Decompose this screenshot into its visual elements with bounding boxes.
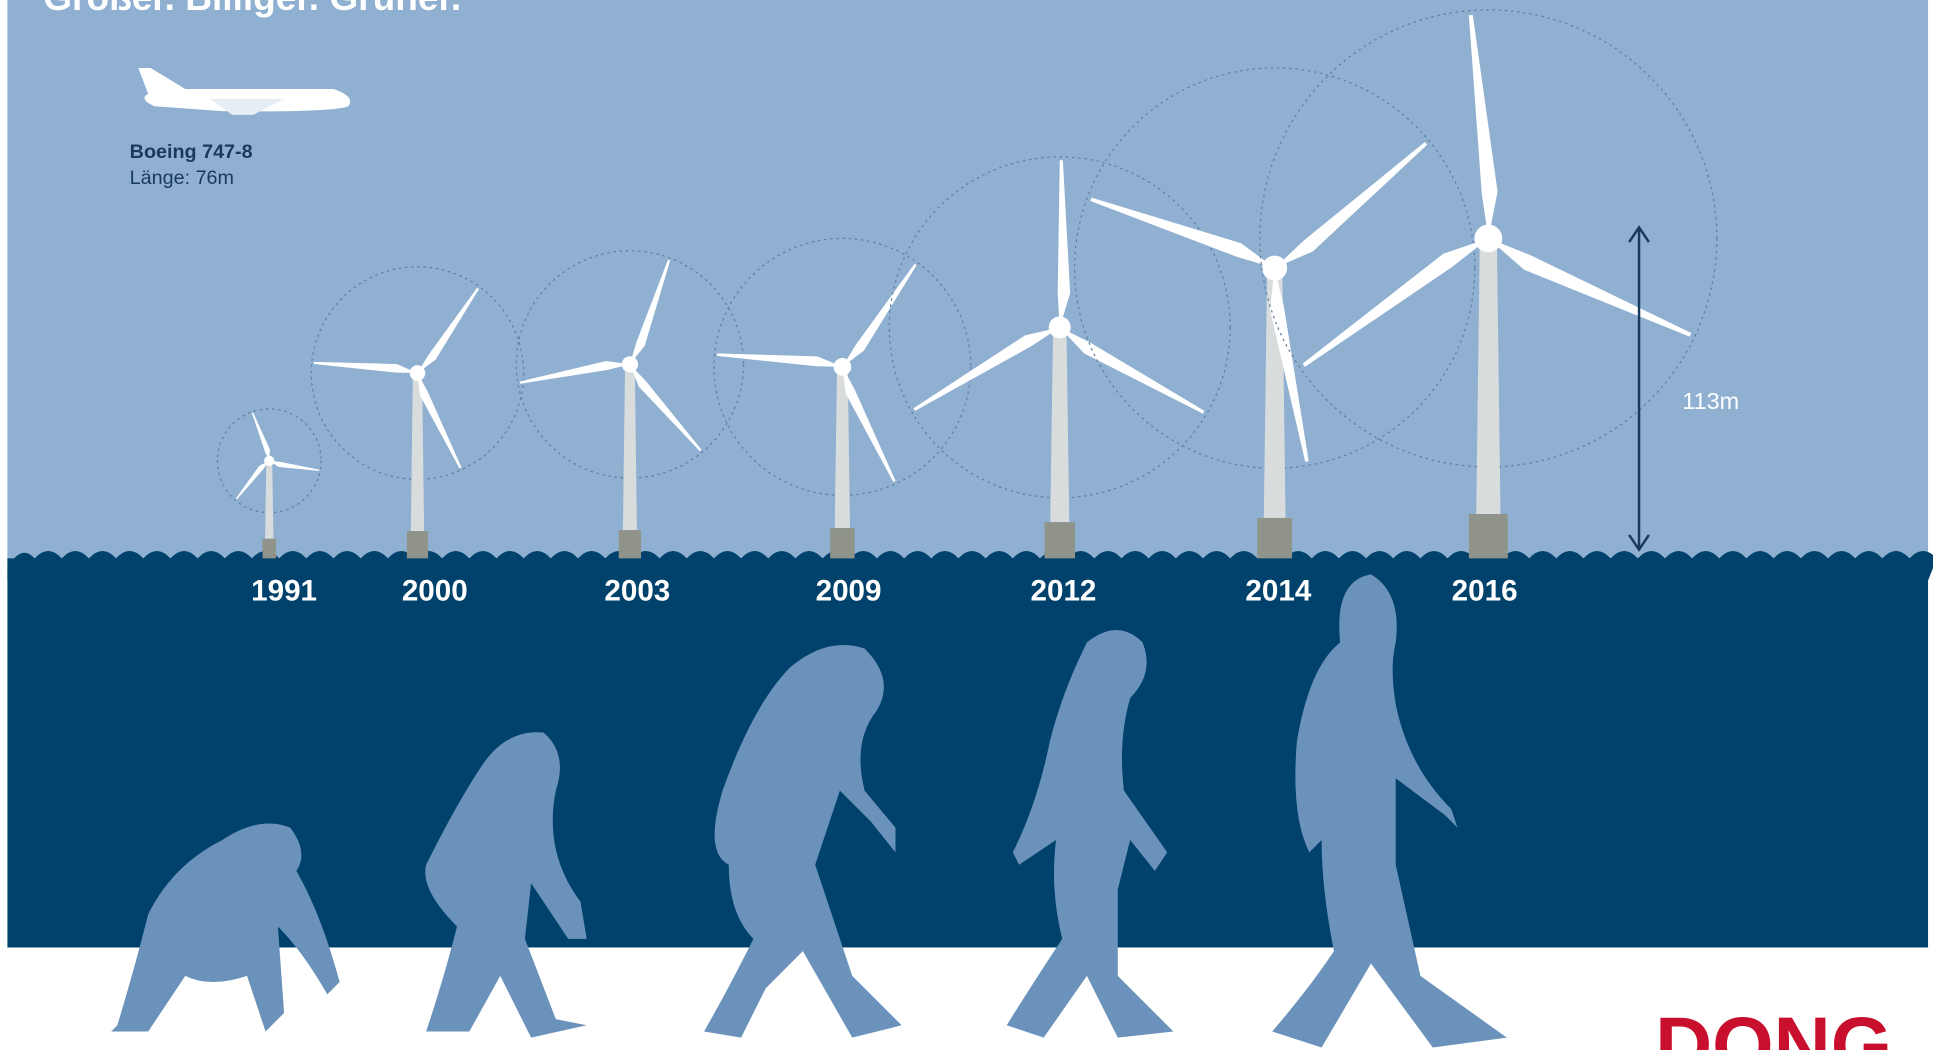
foundation [619, 530, 641, 558]
foundation [1469, 514, 1508, 558]
infographic: Größer. Billiger. Grüner. Boeing 747-8 L… [0, 0, 1933, 1050]
foundation [830, 528, 854, 558]
turbine-year: 2000 [402, 574, 468, 607]
tower [1476, 238, 1500, 514]
page: {"title": "Größer. Billiger. Grüner.", "… [0, 0, 1933, 1050]
turbine-year: 1991 [251, 574, 317, 607]
hub [1049, 316, 1071, 338]
height-label: 113m [1682, 388, 1739, 414]
foundation [1045, 522, 1075, 558]
tower [623, 364, 637, 530]
turbine-year: 2012 [1031, 574, 1097, 607]
hub [622, 356, 638, 372]
reference-length: Länge: 76m [130, 167, 234, 189]
hub [410, 365, 426, 381]
turbine-year: 2016 [1452, 574, 1518, 607]
foundation [263, 539, 276, 559]
foundation [407, 531, 428, 558]
reference-name: Boeing 747-8 [130, 141, 253, 163]
turbine-year: 2014 [1245, 574, 1311, 607]
turbine-year: 2003 [604, 574, 670, 607]
tower [265, 461, 273, 539]
hub [1474, 225, 1502, 253]
title: Größer. Billiger. Grüner. [43, 0, 461, 18]
hub [833, 358, 851, 376]
hub [264, 456, 274, 466]
tower [1050, 327, 1069, 522]
turbine-year: 2009 [816, 574, 882, 607]
foundation [1257, 518, 1292, 558]
hub [1262, 256, 1287, 281]
logo: DONG [1655, 1000, 1892, 1050]
